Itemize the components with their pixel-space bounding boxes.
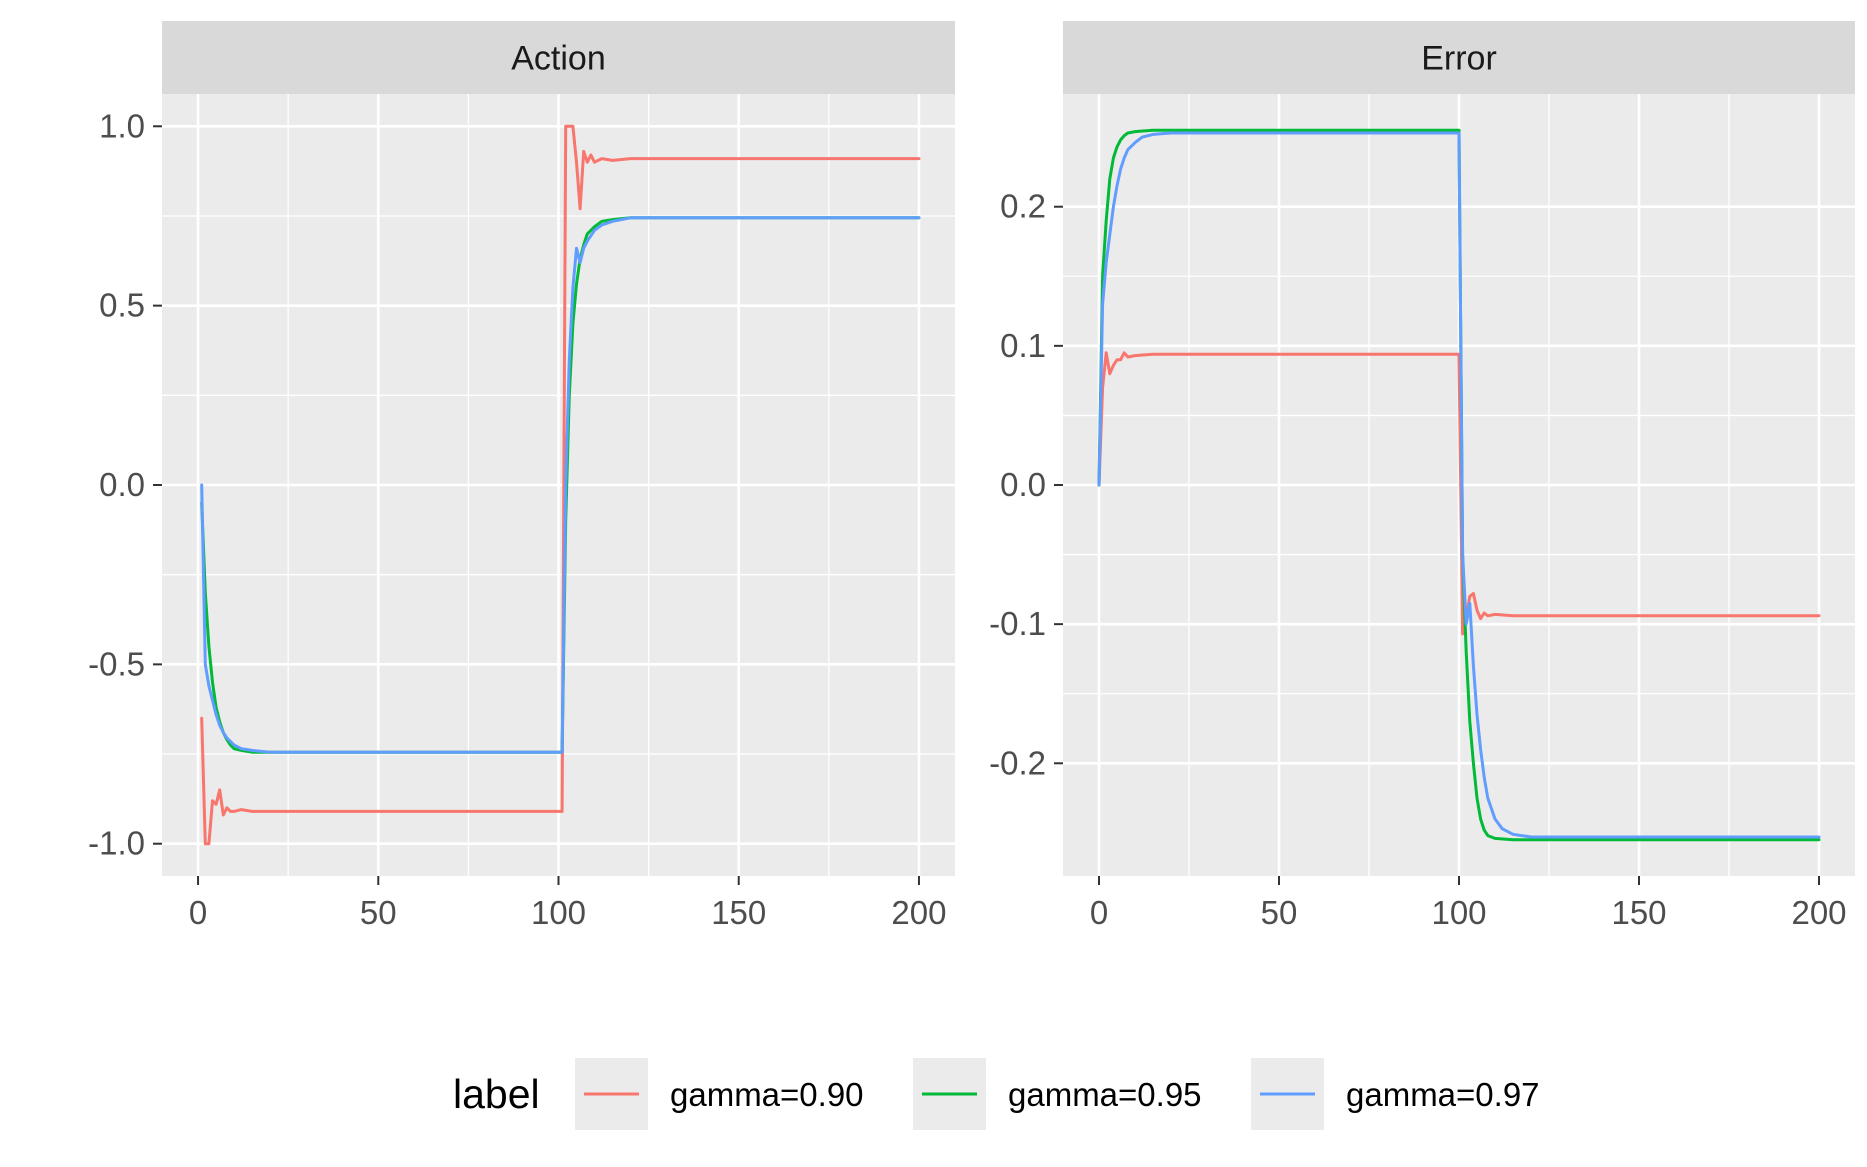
legend: label gamma=0.90 gamma=0.95 gamma=0.97 [453,1058,1540,1130]
x-tick-label: 150 [1611,894,1666,931]
x-tick-label: 200 [891,894,946,931]
series-line-gamma-0-90 [1097,351,1821,636]
legend-label: gamma=0.97 [1346,1076,1540,1113]
y-tick-label: -0.2 [989,744,1046,781]
facet-panel-action: Action 0 50 100 150 200 -1.0 -0.5 0.0 0.5 1.0 [88,21,955,931]
panels-layer: Action 0 50 100 150 200 -1.0 -0.5 0.0 0.5 1.0 Error… [88,21,1855,931]
strip-title: Action [511,40,606,78]
legend-label: gamma=0.90 [670,1076,864,1113]
strip-title: Error [1421,40,1497,78]
x-tick-label: 100 [1431,894,1486,931]
x-tick-label: 0 [189,894,207,931]
x-tick-label: 0 [1090,894,1108,931]
y-tick-label: 0.2 [1000,188,1046,225]
legend-label: gamma=0.95 [1008,1076,1202,1113]
series-line-gamma-0-97 [200,216,921,754]
y-tick-label: 0.1 [1000,327,1046,364]
legend-title: label [453,1071,540,1117]
y-tick-label: 1.0 [99,107,145,144]
y-tick-label: -0.5 [88,645,145,682]
x-tick-label: 150 [711,894,766,931]
x-tick-label: 50 [360,894,397,931]
x-tick-label: 50 [1261,894,1298,931]
series-line-gamma-0-90 [200,124,921,846]
y-tick-label: -1.0 [88,825,145,862]
legend-item-gamma-0-90: gamma=0.90 [575,1058,864,1130]
series-line-gamma-0-95 [1097,128,1821,842]
y-tick-label: 0.0 [99,466,145,503]
y-tick-label: -0.1 [989,605,1046,642]
strip-background [162,21,955,94]
x-tick-label: 200 [1791,894,1846,931]
strip-background [1063,21,1855,94]
facet-panel-error: Error 0 50 100 150 200 -0.2 -0.1 0.0 0.1 0.2 [989,21,1855,931]
y-tick-label: 0.0 [1000,466,1046,503]
legend-item-gamma-0-97: gamma=0.97 [1251,1058,1540,1130]
y-tick-label: 0.5 [99,287,145,324]
x-tick-label: 100 [531,894,586,931]
legend-item-gamma-0-95: gamma=0.95 [913,1058,1202,1130]
series-line-gamma-0-97 [1097,131,1821,839]
